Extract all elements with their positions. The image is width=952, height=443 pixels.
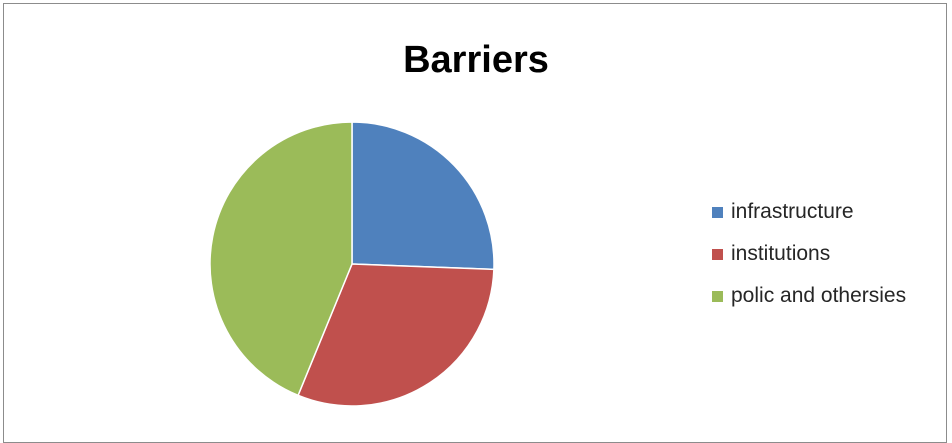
chart-title: Barriers xyxy=(403,39,549,81)
legend: infrastructure institutions polic and ot… xyxy=(712,198,906,324)
legend-swatch-infrastructure xyxy=(712,206,723,218)
pie-slice-infrastructure xyxy=(351,121,495,271)
legend-label-polic-and-othersies: polic and othersies xyxy=(731,284,907,307)
pie-slice-polic-and-othersies xyxy=(209,121,353,397)
pie-slice-institutions xyxy=(297,263,495,407)
legend-swatch-institutions xyxy=(712,248,723,260)
legend-item-institutions: institutions xyxy=(712,240,906,268)
pie-chart xyxy=(209,121,495,407)
legend-label-institutions: institutions xyxy=(731,242,831,265)
legend-item-infrastructure: infrastructure xyxy=(712,198,906,226)
legend-item-polic-and-othersies: polic and othersies xyxy=(712,282,906,310)
legend-swatch-polic-and-othersies xyxy=(712,290,723,302)
legend-label-infrastructure: infrastructure xyxy=(731,200,854,223)
